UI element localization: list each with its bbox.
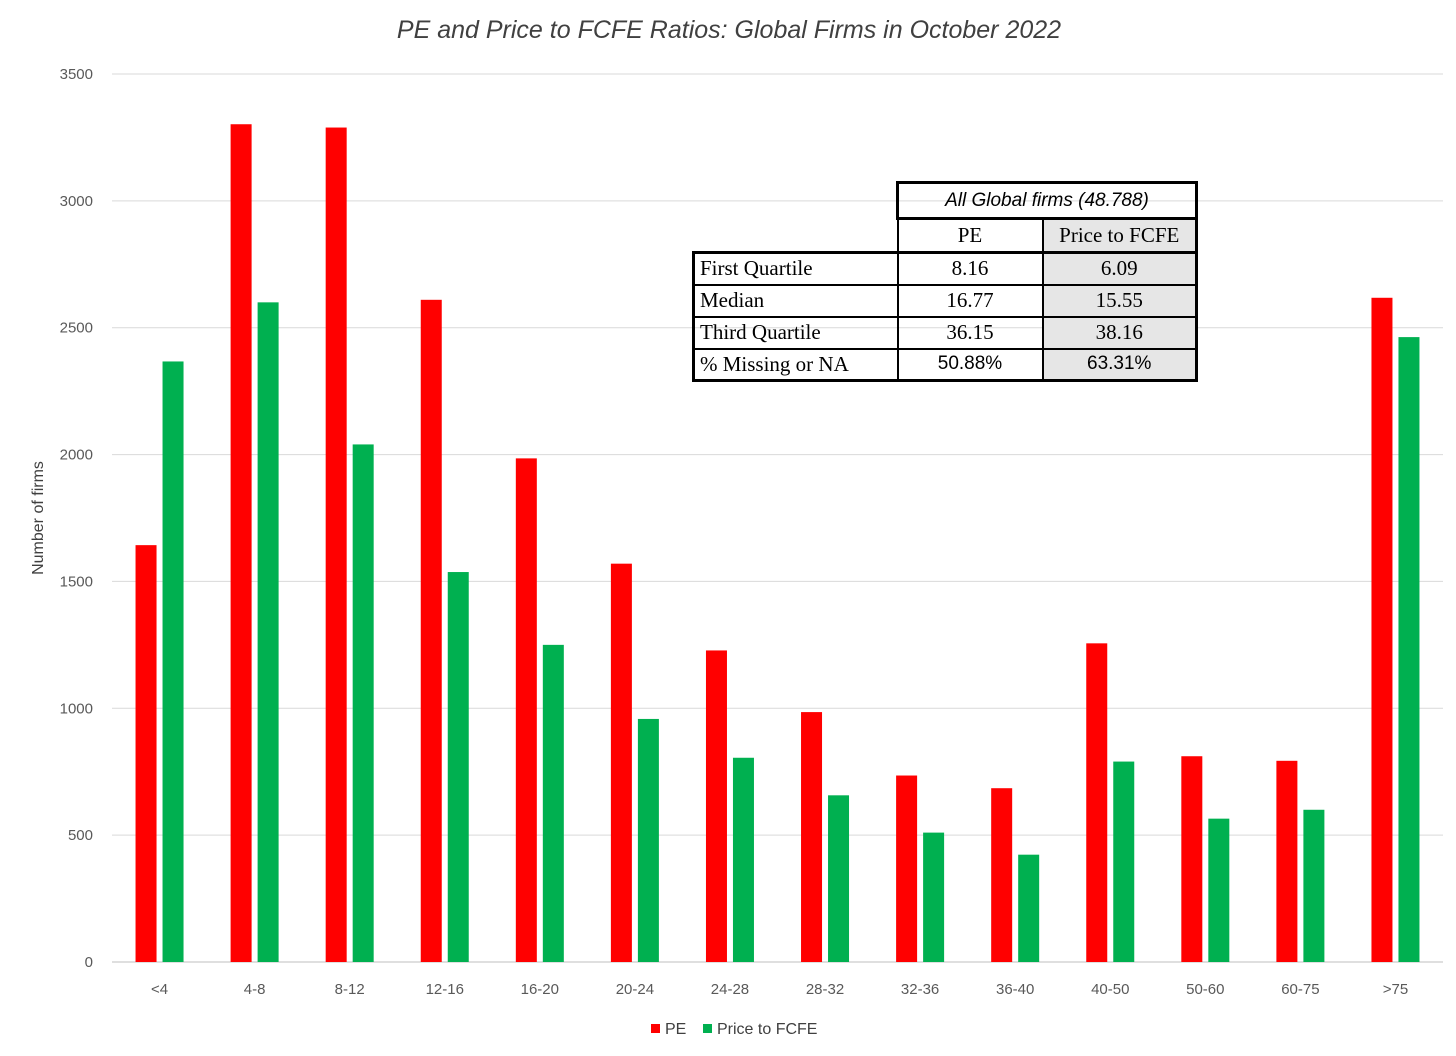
y-tick-label: 3500 [60, 66, 93, 83]
pe-value: 36.15 [896, 315, 1044, 350]
bar-pe [230, 124, 252, 963]
table-row: First Quartile 8.16 6.09 [692, 251, 1198, 286]
y-tick-label: 500 [68, 827, 93, 844]
y-tick-label: 1000 [60, 700, 93, 717]
table-row: Third Quartile 36.15 38.16 [692, 315, 1198, 350]
legend-swatch-pe [651, 1024, 660, 1033]
bar-price-to-fcfe [257, 302, 279, 962]
x-tick-label: 36-40 [996, 981, 1034, 998]
bar-pe [1086, 643, 1108, 962]
bar-price-to-fcfe [828, 795, 850, 962]
fcfe-value: 63.31% [1041, 347, 1198, 382]
x-tick-label: 60-75 [1281, 981, 1319, 998]
x-tick-label: 16-20 [521, 981, 559, 998]
bar-price-to-fcfe [1303, 809, 1325, 962]
legend-label: Price to FCFE [717, 1021, 817, 1038]
y-tick-label: 3000 [60, 193, 93, 210]
bar-pe [420, 299, 442, 962]
y-axis-title: Number of firms [30, 461, 47, 575]
pe-value: 8.16 [896, 251, 1044, 286]
table-caption: All Global firms (48.788) [896, 181, 1198, 220]
legend-swatch-price-to-fcfe [703, 1024, 712, 1033]
bar-pe [1276, 760, 1298, 962]
x-tick-label: <4 [151, 981, 168, 998]
column-header-pe: PE [896, 217, 1044, 254]
x-tick-label: 20-24 [616, 981, 654, 998]
bar-price-to-fcfe [352, 444, 374, 962]
x-tick-label: 28-32 [806, 981, 844, 998]
bar-price-to-fcfe [1113, 761, 1135, 962]
bar-pe [515, 458, 537, 962]
x-tick-label: 50-60 [1186, 981, 1224, 998]
y-tick-label: 1500 [60, 573, 93, 590]
bar-price-to-fcfe [732, 757, 754, 962]
table-row: Median 16.77 15.55 [692, 283, 1198, 318]
row-label: First Quartile [692, 251, 899, 286]
x-tick-label: 4-8 [244, 981, 266, 998]
bar-pe [991, 788, 1013, 962]
bar-price-to-fcfe [1398, 337, 1420, 963]
bar-pe [705, 650, 727, 962]
row-label: % Missing or NA [692, 347, 899, 382]
bar-price-to-fcfe [1208, 818, 1230, 962]
bar-pe [1371, 297, 1393, 962]
bar-pe [896, 775, 918, 962]
bar-pe [325, 127, 347, 963]
y-tick-label: 0 [85, 954, 93, 971]
bar-pe [135, 545, 157, 962]
statistics-table: All Global firms (48.788) PE Price to FC… [692, 181, 1198, 382]
pe-value: 16.77 [896, 283, 1044, 318]
bar-pe [1181, 756, 1203, 962]
x-tick-label: 24-28 [711, 981, 749, 998]
column-header-fcfe: Price to FCFE [1041, 217, 1198, 254]
table-caption-row: All Global firms (48.788) [694, 181, 1198, 220]
bar-pe [801, 712, 823, 962]
bar-pe [610, 563, 632, 962]
fcfe-value: 15.55 [1041, 283, 1198, 318]
row-label: Third Quartile [692, 315, 899, 350]
y-tick-label: 2000 [60, 447, 93, 464]
fcfe-value: 6.09 [1041, 251, 1198, 286]
bar-price-to-fcfe [162, 361, 184, 963]
bar-price-to-fcfe [923, 832, 945, 962]
pe-value: 50.88% [896, 347, 1044, 382]
row-label: Median [692, 283, 899, 318]
x-tick-label: 8-12 [335, 981, 365, 998]
bar-price-to-fcfe [447, 572, 469, 962]
bar-price-to-fcfe [542, 644, 564, 962]
bars [135, 124, 1420, 963]
x-tick-label: 32-36 [901, 981, 939, 998]
chart-title: PE and Price to FCFE Ratios: Global Firm… [397, 16, 1061, 44]
table-row: % Missing or NA 50.88% 63.31% [692, 347, 1198, 382]
x-tick-label: >75 [1383, 981, 1408, 998]
legend: PE Price to FCFE [651, 1021, 817, 1038]
bar-price-to-fcfe [1018, 854, 1040, 962]
x-tick-label: 40-50 [1091, 981, 1129, 998]
x-tick-label: 12-16 [426, 981, 464, 998]
fcfe-value: 38.16 [1041, 315, 1198, 350]
y-axis-tick-labels: 0 500 1000 1500 2000 2500 3000 3500 [60, 66, 93, 971]
x-axis-tick-labels: <4 4-8 8-12 12-16 16-20 20-24 24-28 28-32 32-36 3… [151, 981, 1408, 998]
y-tick-label: 2500 [60, 320, 93, 337]
legend-label: PE [665, 1021, 686, 1038]
bar-price-to-fcfe [637, 718, 659, 962]
table-header-row: PE Price to FCFE [694, 217, 1198, 254]
